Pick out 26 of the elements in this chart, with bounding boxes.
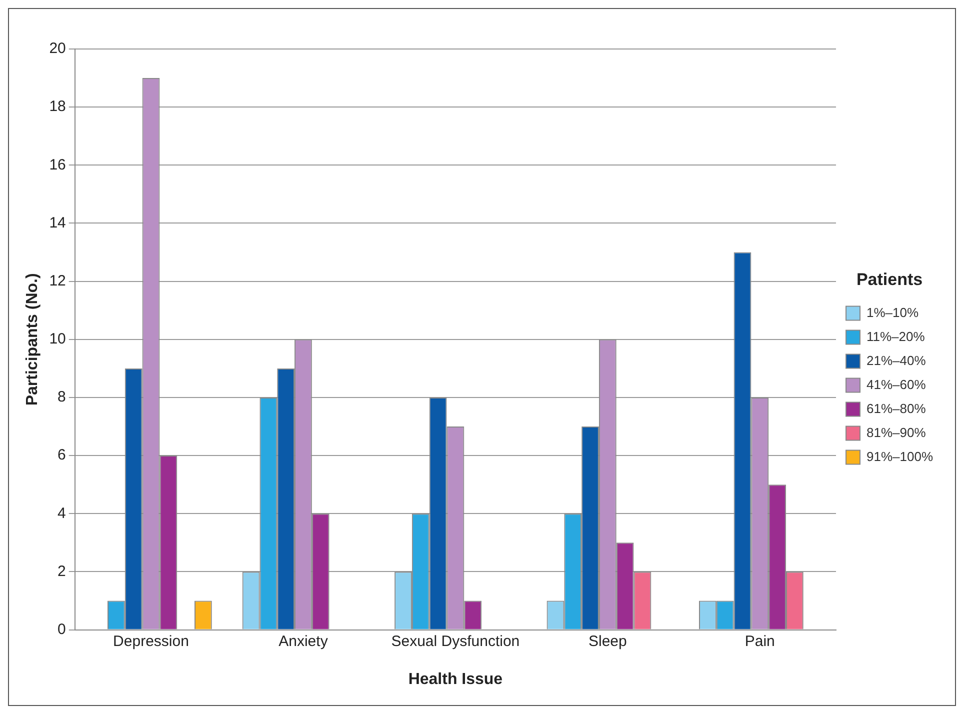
x-tick-label: Sexual Dysfunction <box>391 632 520 650</box>
y-tick-label: 20 <box>49 40 66 58</box>
x-axis-title: Health Issue <box>408 670 503 688</box>
y-tick-label: 12 <box>49 272 66 290</box>
y-tick-label: 6 <box>58 446 66 464</box>
legend-label: 1%–10% <box>866 304 919 320</box>
legend-label: 11%–20% <box>866 328 926 344</box>
y-tick-label: 4 <box>58 504 66 522</box>
legend-label: 81%–90% <box>866 424 926 440</box>
legend-label: 41%–60% <box>866 376 926 392</box>
x-tick-label: Anxiety <box>278 632 328 650</box>
y-tick-label: 2 <box>58 562 66 580</box>
y-tick-label: 10 <box>49 330 66 348</box>
y-tick-label: 14 <box>49 214 66 232</box>
y-tick-label: 16 <box>49 156 66 174</box>
legend-title: Patients <box>856 270 923 289</box>
x-tick-label: Depression <box>113 632 189 650</box>
y-tick-label: 18 <box>49 98 66 116</box>
x-tick-label: Pain <box>744 632 775 650</box>
legend-label: 61%–80% <box>866 400 926 416</box>
x-tick-label: Sleep <box>588 632 627 650</box>
y-axis-title: Participants (No.) <box>24 273 42 406</box>
y-tick-label: 0 <box>58 620 66 638</box>
legend-label: 91%–100% <box>866 448 934 464</box>
legend-label: 21%–40% <box>866 352 926 368</box>
y-tick-label: 8 <box>58 388 66 406</box>
